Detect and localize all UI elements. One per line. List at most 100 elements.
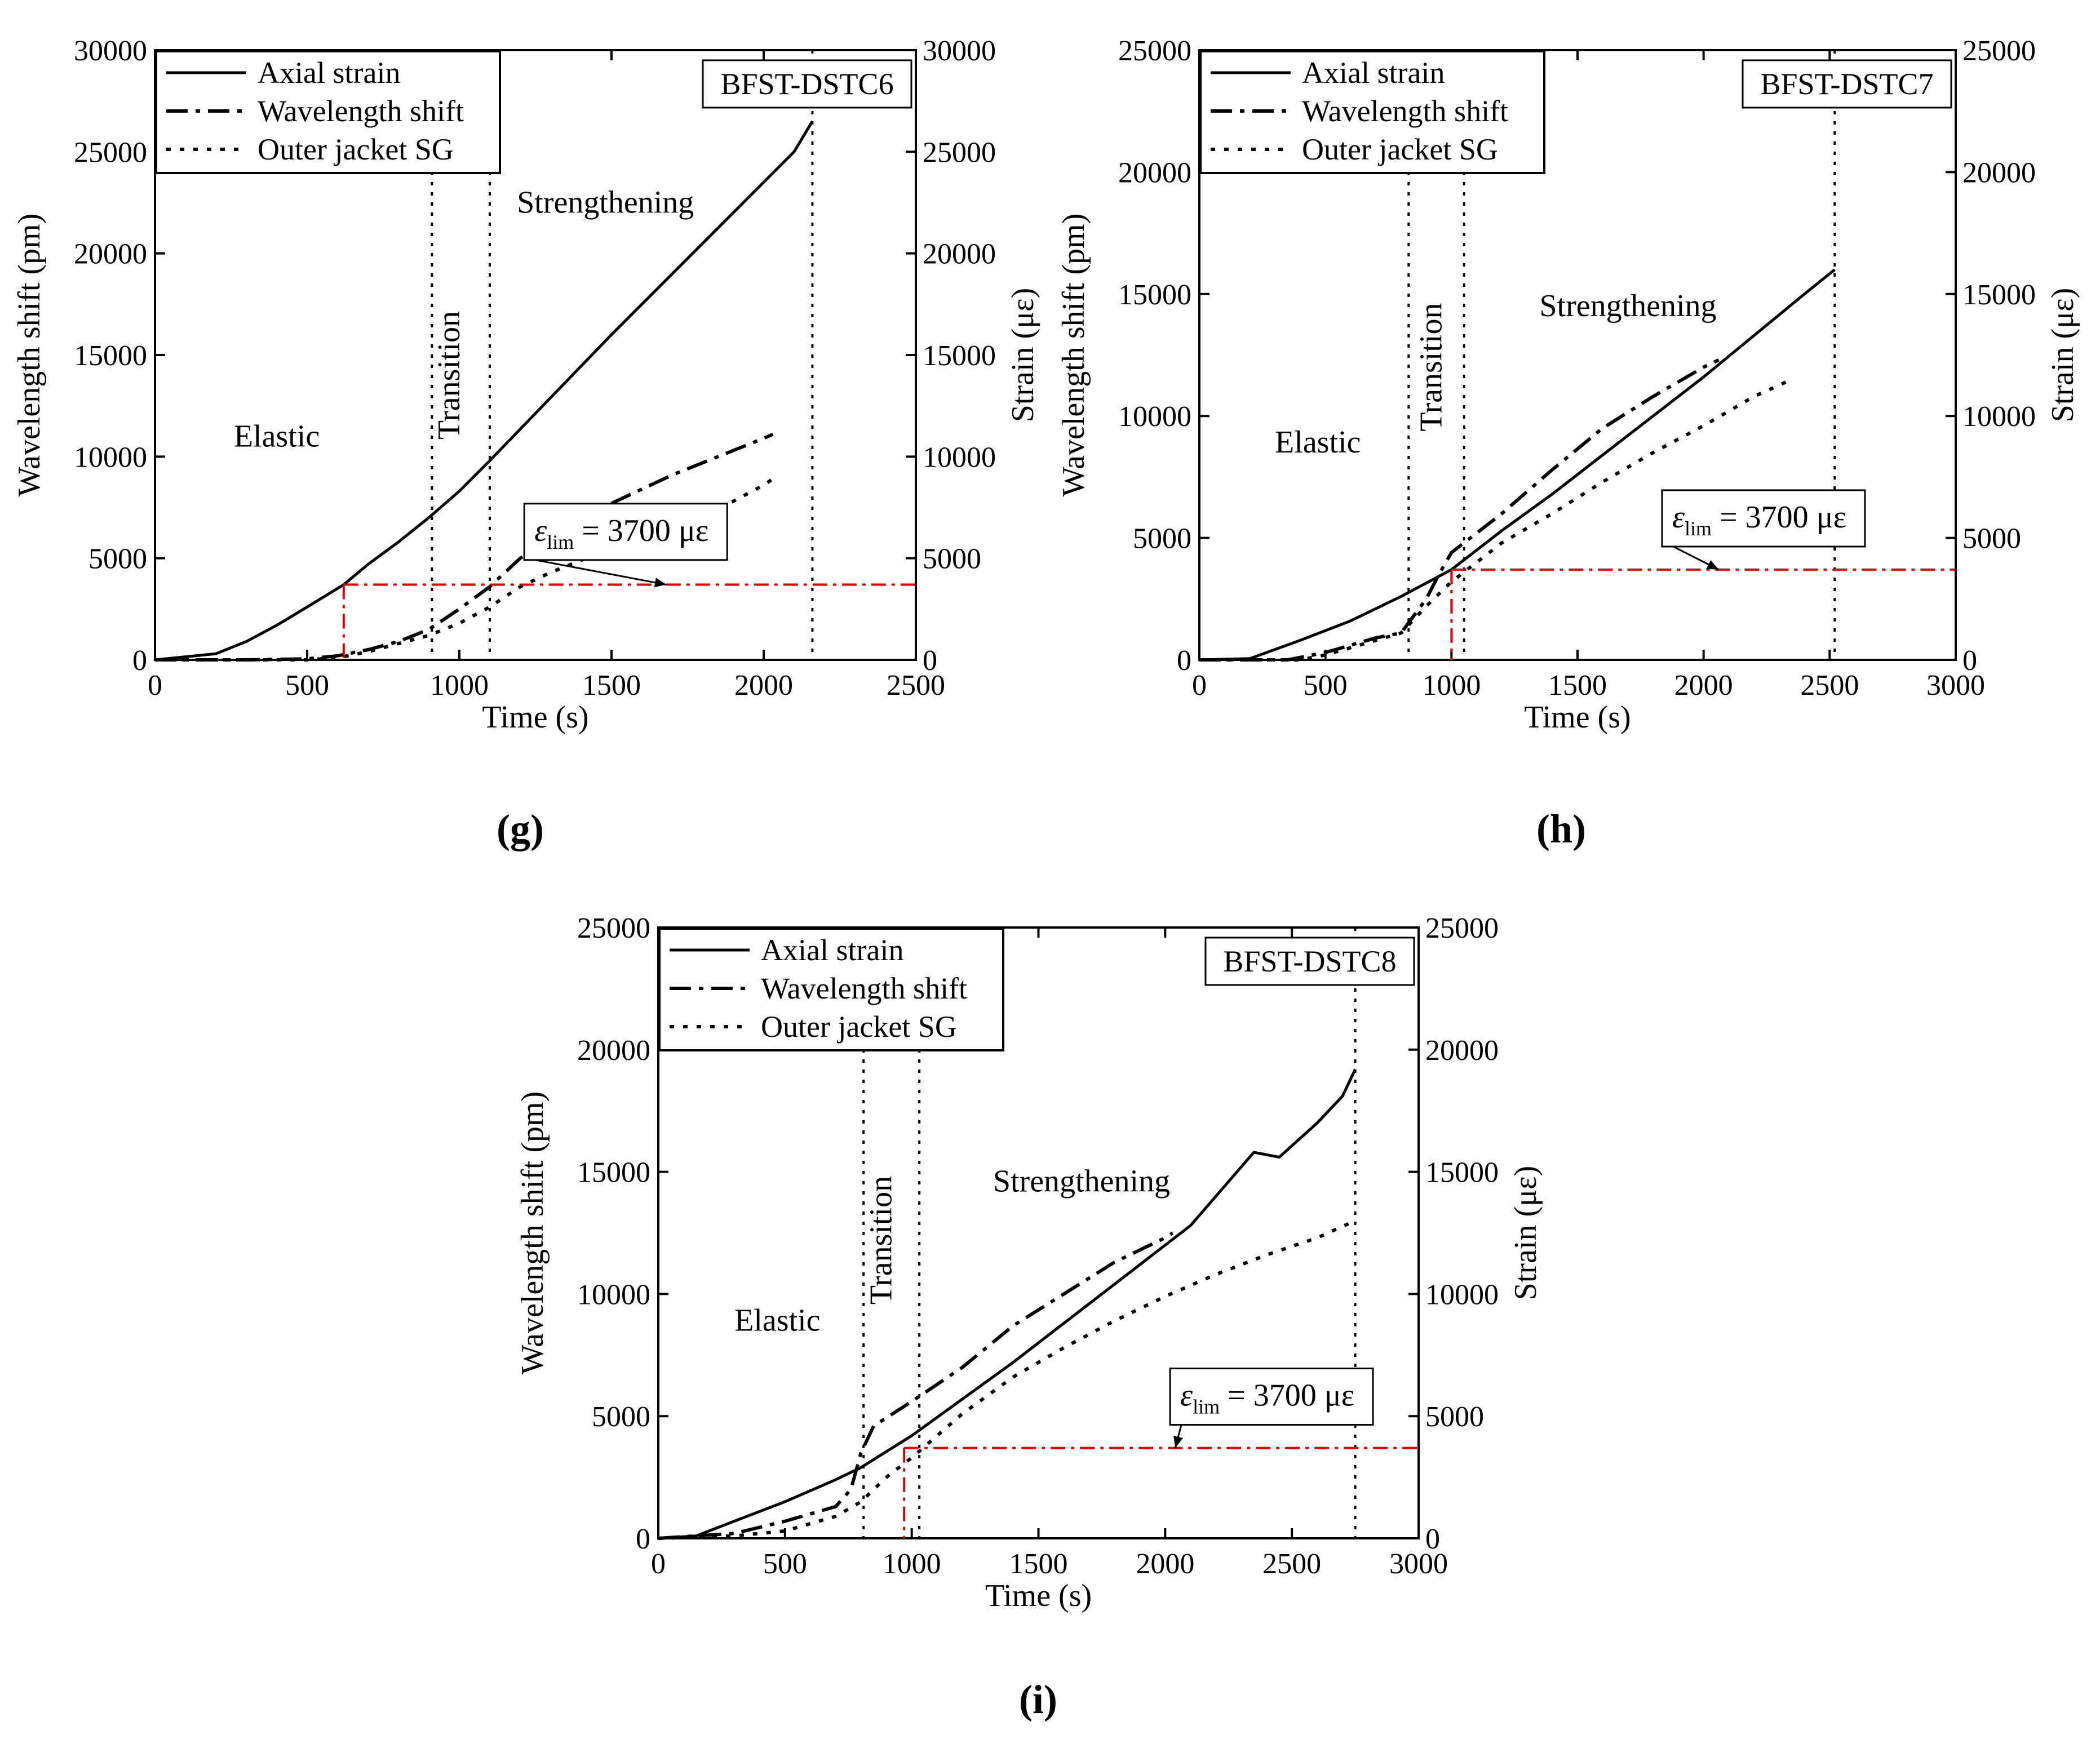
y2-tick-label: 5000	[1962, 523, 2021, 555]
x-tick-label: 1000	[1422, 669, 1481, 702]
panel-letter: i	[1033, 1677, 1044, 1722]
y2-axis-label: Strain (με)	[2045, 288, 2080, 423]
y2-axis-label: Strain (με)	[1508, 1166, 1543, 1301]
limit-subscript: lim	[1193, 1396, 1220, 1418]
series-axial-strain	[154, 120, 814, 662]
panel-label: (h)	[1536, 806, 1586, 851]
legend-label: Wavelength shift	[1302, 94, 1508, 128]
limit-symbol: ε	[1672, 500, 1685, 535]
y-tick-label: 25000	[577, 912, 650, 944]
x-tick-label: 2000	[1136, 1548, 1194, 1580]
chart-title: BFST-DSTC7	[1760, 67, 1933, 101]
y-tick-label: 5000	[592, 1401, 650, 1433]
x-tick-label: 3000	[1389, 1548, 1448, 1580]
limit-value-text: = 3700 με	[1220, 1378, 1354, 1413]
limit-label: εlim = 3700 με	[534, 513, 708, 553]
legend-label: Outer jacket SG	[761, 1010, 957, 1044]
x-axis-label: Time (s)	[1524, 700, 1631, 735]
region-labels: Elastic Transition Strengthening	[234, 185, 694, 454]
limit-symbol: ε	[534, 513, 547, 548]
y2-tick-label: 0	[923, 645, 937, 677]
chart-title-box: BFST-DSTC8	[1204, 937, 1415, 986]
x-tick-label: 500	[285, 669, 329, 702]
limit-label-box	[523, 503, 728, 561]
y-tick-label: 15000	[577, 1157, 650, 1189]
limit-arrow-head	[1173, 1435, 1183, 1448]
limit-annotation: εlim = 3700 με	[903, 1368, 1419, 1538]
y-tick-label: 0	[1177, 645, 1191, 677]
x-tick-label: 1000	[883, 1548, 941, 1580]
limit-arrow-line	[535, 559, 667, 586]
y-axis-label: Wavelength shift (pm)	[515, 1091, 550, 1374]
x-tick-label: 1500	[1009, 1548, 1068, 1580]
y2-tick-label: 0	[1962, 645, 1977, 677]
x-tick-label: 0	[651, 1548, 666, 1580]
limit-label: εlim = 3700 με	[1672, 500, 1846, 540]
y2-tick-label: 15000	[923, 340, 996, 372]
limit-label-box	[1169, 1368, 1374, 1426]
y2-tick-label: 10000	[923, 441, 996, 473]
y2-tick-label: 10000	[1962, 401, 2036, 433]
series-lines	[658, 1068, 1357, 1540]
y2-tick-label: 15000	[1962, 279, 2036, 311]
series-axial-strain	[658, 1068, 1357, 1540]
y2-tick-label: 30000	[923, 35, 996, 67]
y2-tick-label: 20000	[1425, 1035, 1499, 1067]
chart-title-box: BFST-DSTC6	[702, 59, 912, 109]
legend-label: Wavelength shift	[258, 94, 464, 128]
chart-title-box: BFST-DSTC7	[1742, 59, 1952, 109]
region-labels: Elastic Transition Strengthening	[734, 1164, 1170, 1338]
y2-axis-label: Strain (με)	[1005, 288, 1040, 423]
axis-ticks: 0 500 1000 1500 2000 2500 30000500010000150002…	[577, 912, 1499, 1580]
chart-title-frame	[1742, 59, 1952, 109]
y-tick-label: 15000	[74, 340, 147, 372]
region-label-strengthening: Strengthening	[993, 1164, 1170, 1199]
legend-label: Outer jacket SG	[258, 132, 454, 166]
region-label-transition: Transition	[1414, 303, 1448, 432]
axis-ticks: 0 500 1000 1500 2000 250005000100001500020000…	[74, 35, 996, 702]
y-tick-label: 0	[132, 645, 147, 677]
y2-tick-label: 25000	[1425, 912, 1499, 944]
y-tick-label: 20000	[74, 238, 147, 270]
limit-subscript: lim	[1685, 517, 1712, 540]
x-tick-label: 0	[148, 669, 162, 702]
limit-label: εlim = 3700 με	[1180, 1378, 1354, 1418]
y2-tick-label: 5000	[923, 543, 981, 575]
limit-value-text: = 3700 με	[574, 513, 708, 548]
y2-tick-label: 10000	[1425, 1279, 1499, 1311]
y2-tick-label: 5000	[1425, 1401, 1484, 1433]
limit-subscript: lim	[547, 531, 574, 553]
y-tick-label: 25000	[1118, 35, 1191, 67]
limit-value-text: = 3700 με	[1712, 500, 1846, 535]
region-label-transition: Transition	[432, 311, 467, 440]
y-axis-label: Wavelength shift (pm)	[1056, 214, 1091, 496]
region-label-strengthening: Strengthening	[1539, 289, 1716, 323]
x-tick-label: 500	[1304, 669, 1348, 702]
x-tick-label: 2000	[1674, 669, 1733, 702]
legend-label: Outer jacket SG	[1302, 132, 1498, 166]
chart-panel-i: 0 500 1000 1500 2000 2500 30000500010000150002…	[515, 912, 1543, 1722]
y-tick-label: 10000	[74, 441, 147, 473]
chart-panel-h: 0 500 1000 1500 2000 2500 30000500010000150002…	[1056, 35, 2080, 851]
x-tick-label: 2500	[1800, 669, 1859, 702]
chart-title: BFST-DSTC6	[720, 67, 893, 101]
y2-tick-label: 25000	[923, 136, 996, 168]
x-tick-label: 500	[763, 1548, 807, 1580]
chart-title-frame	[1204, 937, 1415, 986]
limit-label-box	[1661, 489, 1866, 548]
legend-label: Axial strain	[258, 56, 400, 90]
x-tick-label: 1500	[582, 669, 641, 702]
y-tick-label: 20000	[1118, 157, 1191, 189]
legend: Axial strain Wavelength shift Outer jacket…	[155, 50, 501, 174]
region-label-elastic: Elastic	[734, 1303, 820, 1338]
region-label-transition: Transition	[864, 1176, 899, 1304]
y2-tick-label: 20000	[923, 238, 996, 270]
y-tick-label: 25000	[74, 136, 147, 168]
chart-title: BFST-DSTC8	[1223, 944, 1396, 978]
x-tick-label: 2500	[887, 669, 945, 702]
y2-tick-label: 20000	[1962, 157, 2036, 189]
x-tick-label: 2500	[1262, 1548, 1321, 1580]
y-axis-label: Wavelength shift (pm)	[12, 214, 47, 496]
